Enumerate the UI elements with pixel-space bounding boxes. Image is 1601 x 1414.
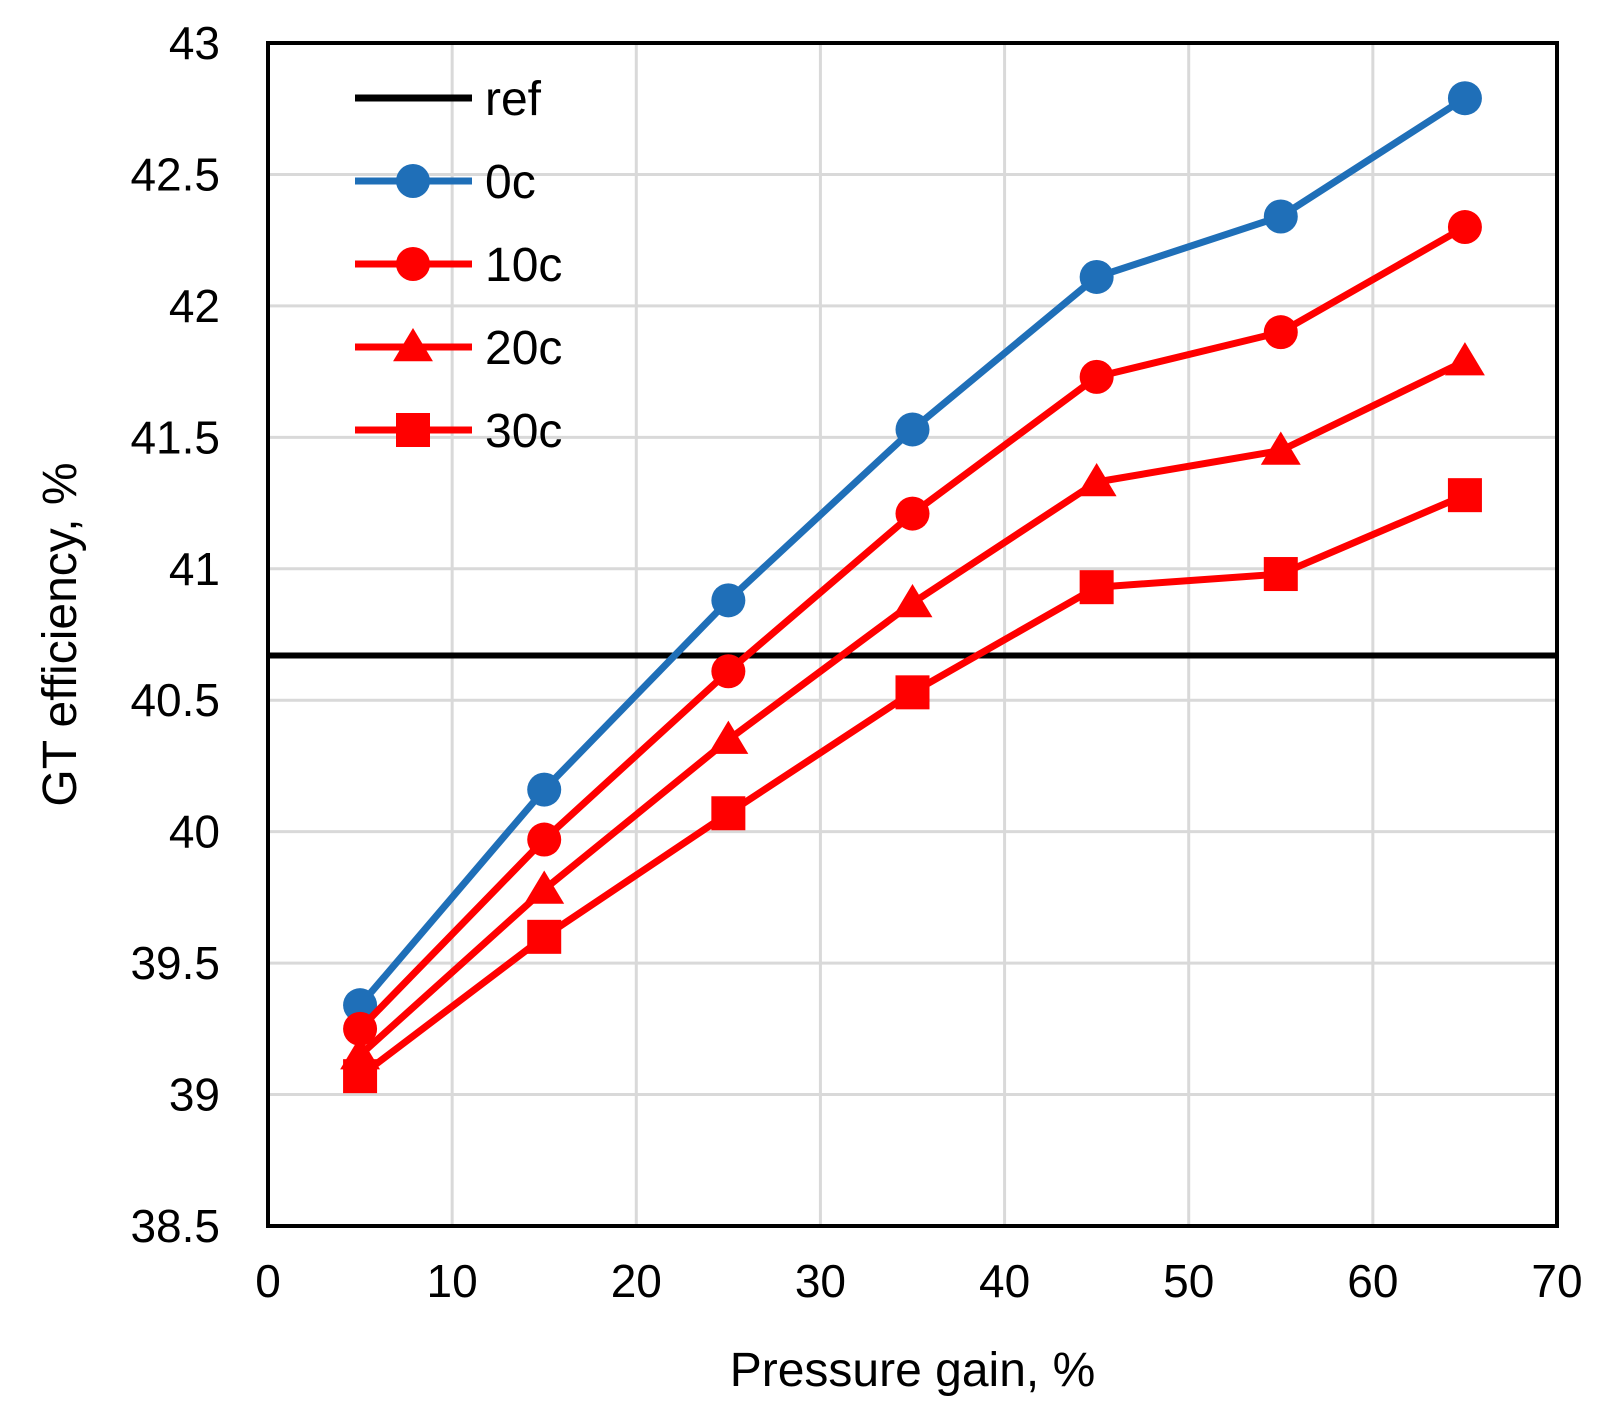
legend-swatch-marker: [396, 413, 430, 447]
legend-item-30c: 30c: [355, 405, 562, 458]
data-point-0c: [343, 988, 378, 1023]
x-axis-title: Pressure gain, %: [730, 1344, 1096, 1397]
data-point-30c: [1447, 478, 1482, 513]
data-point-20c: [1076, 463, 1117, 497]
series-0c: [343, 81, 1482, 1023]
data-point-30c: [1263, 557, 1298, 592]
legend-label: 0c: [485, 156, 536, 209]
series-30c: [343, 478, 1482, 1094]
data-point-30c: [895, 675, 930, 710]
data-point-10c: [1263, 315, 1298, 350]
data-point-30c: [711, 796, 746, 831]
y-tick-label: 39.5: [130, 937, 220, 989]
data-point-10c: [343, 1011, 378, 1046]
legend-label: ref: [485, 73, 542, 126]
y-tick-label: 38.5: [130, 1200, 220, 1252]
data-point-0c: [1447, 81, 1482, 116]
x-tick-label: 50: [1163, 1255, 1214, 1307]
plot-frame: [266, 41, 1559, 1228]
legend-label: 10c: [485, 239, 562, 292]
y-tick-label: 40: [169, 806, 220, 858]
data-point-10c: [1447, 210, 1482, 245]
series-line-30c: [357, 491, 1467, 1079]
y-tick-label: 40.5: [130, 674, 220, 726]
x-tick-label: 40: [979, 1255, 1030, 1307]
y-tick-labels: 38.5 39 39.5 40 40.5 41 41.5 42 42.5 43: [130, 17, 220, 1252]
data-point-20c: [892, 583, 933, 618]
y-tick-label: 42: [169, 280, 220, 332]
x-tick-label: 0: [255, 1255, 281, 1307]
legend-item-0c: 0c: [355, 156, 536, 209]
data-point-10c: [895, 496, 930, 531]
data-point-10c: [527, 822, 562, 857]
data-point-30c: [527, 919, 562, 954]
x-tick-label: 70: [1531, 1255, 1582, 1307]
x-tick-label: 10: [427, 1255, 478, 1307]
data-point-0c: [527, 772, 562, 807]
x-tick-labels: 0 10 20 30 40 50 60 70: [255, 1255, 1582, 1307]
y-axis-title: GT efficiency, %: [34, 462, 87, 806]
legend-swatch-marker: [396, 164, 430, 198]
legend-label: 20c: [485, 322, 562, 375]
grid: [268, 43, 1557, 1226]
data-point-20c: [708, 720, 749, 754]
x-tick-label: 20: [611, 1255, 662, 1307]
data-point-0c: [895, 412, 930, 447]
data-point-20c: [524, 870, 565, 904]
y-tick-label: 42.5: [130, 148, 220, 200]
legend: ref 0c 10c 20c 30c: [355, 73, 562, 458]
data-point-20c: [1444, 342, 1485, 376]
data-point-30c: [343, 1059, 378, 1094]
x-tick-label: 30: [795, 1255, 846, 1307]
data-point-10c: [711, 654, 746, 689]
legend-swatch-marker: [393, 328, 433, 362]
data-point-0c: [1079, 259, 1114, 294]
y-tick-label: 41: [169, 543, 220, 595]
series-group: [340, 81, 1485, 1094]
y-tick-label: 41.5: [130, 411, 220, 463]
y-tick-label: 39: [169, 1069, 220, 1121]
x-tick-label: 60: [1347, 1255, 1398, 1307]
legend-item-10c: 10c: [355, 239, 562, 292]
legend-item-20c: 20c: [355, 322, 562, 375]
series-line-0c: [357, 95, 1467, 1008]
legend-label: 30c: [485, 405, 562, 458]
legend-item-ref: ref: [355, 73, 542, 126]
data-point-10c: [1079, 359, 1114, 394]
data-point-0c: [711, 583, 746, 618]
data-point-0c: [1263, 199, 1298, 234]
series-10c: [343, 210, 1482, 1046]
data-point-20c: [1260, 431, 1301, 465]
legend-swatch-marker: [396, 247, 430, 281]
data-point-30c: [1079, 570, 1114, 605]
y-tick-label: 43: [169, 17, 220, 69]
series-20c: [340, 342, 1485, 1070]
